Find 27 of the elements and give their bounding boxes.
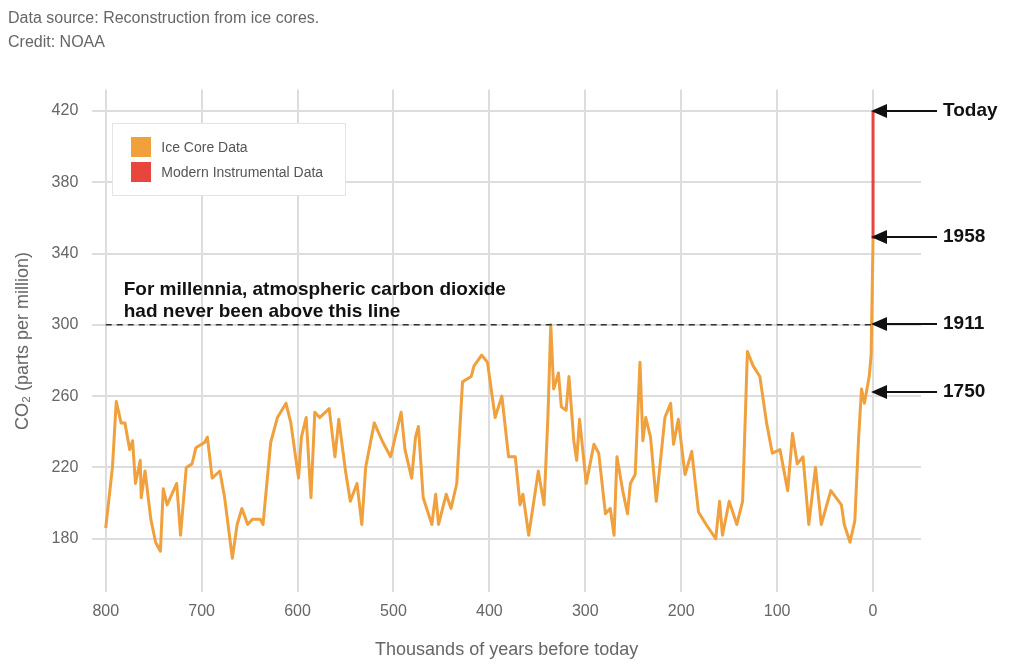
x-tick-label: 400 [476,602,503,620]
x-tick-label: 800 [92,602,120,620]
legend-label: Ice Core Data [161,138,248,155]
text: Credit: NOAA [8,32,106,52]
y-tick-label: 420 [51,101,79,119]
text: 1958 [943,224,986,247]
x-tick-label: 0 [868,602,878,620]
x-tick-label: 700 [188,602,216,620]
text: 1911 [943,312,985,335]
text: Today [943,98,998,121]
x-tick-label: 200 [667,602,695,620]
legend-label: Modern Instrumental Data [161,163,324,180]
y-tick-label: 340 [51,243,79,261]
y-tick-label: 300 [51,315,79,333]
x-tick-label: 300 [571,602,599,620]
ref-line-label: For millennia, atmospheric carbon dioxide had never been above this line [123,277,506,321]
x-tick-label: 600 [284,602,311,620]
y-axis-title: CO₂ (parts per million) [11,251,32,430]
x-tick-label: 100 [763,602,791,620]
text: 1750 [943,380,986,403]
y-tick-label: 220 [51,457,79,475]
y-tick-label: 180 [51,529,79,547]
y-tick-label: 260 [51,386,79,404]
x-axis-title: Thousands of years before today [375,639,639,660]
x-tick-label: 500 [380,602,407,620]
source-note: Data source: Reconstruction from ice cores. [8,8,320,28]
y-tick-label: 380 [51,172,79,190]
